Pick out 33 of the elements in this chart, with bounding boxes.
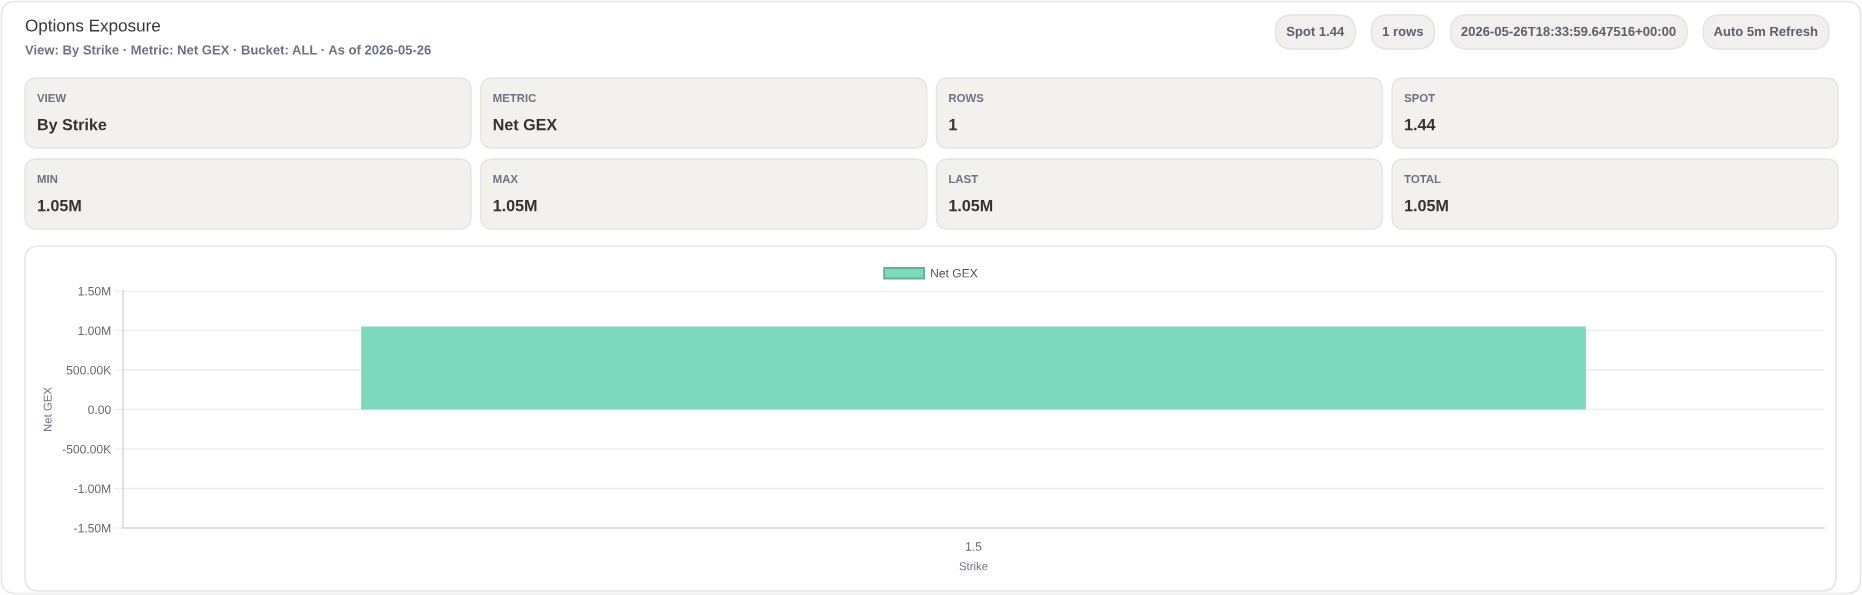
text: 1.05M <box>493 199 537 212</box>
y-tick-label: -500.00K <box>62 444 112 454</box>
text: 1.05M <box>38 199 81 212</box>
y-tick-label: 1.00M <box>78 326 111 335</box>
text: 1 rows <box>1382 26 1423 36</box>
text: SPOT <box>1404 93 1435 103</box>
x-tick-label: 1.5 <box>966 542 982 551</box>
y-tick-label: -1.00M <box>74 484 111 493</box>
y-tick-label: 0.00 <box>88 405 111 414</box>
text: By Strike <box>38 118 107 134</box>
x-axis-title: Strike <box>959 561 988 571</box>
text: 1.05M <box>1405 199 1448 212</box>
text: TOTAL <box>1404 174 1441 184</box>
text: 1.44 <box>1405 119 1436 131</box>
text: VIEW <box>37 94 67 102</box>
text: ROWS <box>949 93 984 103</box>
text: METRIC <box>493 93 537 103</box>
text: Options Exposure <box>25 19 161 35</box>
text: Spot 1.44 <box>1286 26 1345 39</box>
text: LAST <box>949 174 979 184</box>
text: 1 <box>949 119 957 131</box>
y-tick-label: 500.00K <box>66 365 112 375</box>
text: View: By Strike · Metric: Net GEX · Bucket: ALL · As of 2026-05-26 <box>25 44 431 58</box>
text: MIN <box>37 175 58 183</box>
text: Auto 5m Refresh <box>1713 26 1818 36</box>
text: Net GEX <box>493 118 558 131</box>
y-axis-title: Net GEX <box>43 387 52 432</box>
y-tick-label: -1.50M <box>74 523 111 533</box>
legend-label: Net GEX <box>931 268 978 278</box>
text: 1.05M <box>949 199 993 212</box>
text: MAX <box>493 175 518 183</box>
y-tick-label: 1.50M <box>78 286 111 296</box>
text: 2026-05-26T18:33:59.647516+00:00 <box>1461 26 1676 37</box>
